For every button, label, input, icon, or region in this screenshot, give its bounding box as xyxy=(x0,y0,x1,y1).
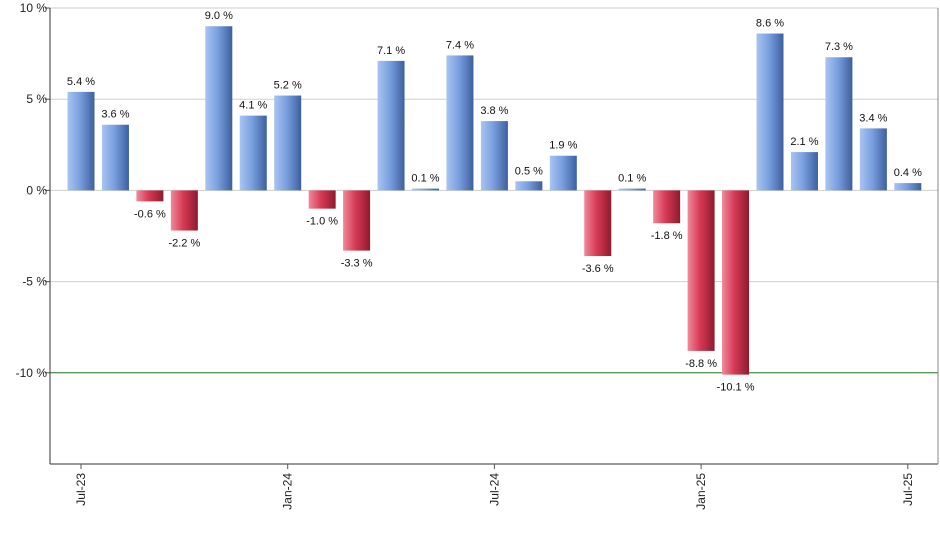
data-label: 0.5 % xyxy=(515,165,543,177)
data-label: -0.6 % xyxy=(134,208,166,220)
data-label: 0.1 % xyxy=(411,173,439,185)
data-label: 0.1 % xyxy=(618,173,646,185)
bar-oct-24 xyxy=(584,190,612,257)
data-label: 7.4 % xyxy=(446,39,474,51)
bar-jul-23 xyxy=(67,91,95,191)
bar-jan-25 xyxy=(687,190,715,351)
data-label: 9.0 % xyxy=(205,10,233,22)
bar-jun-24 xyxy=(446,55,474,191)
y-tick-label: 0 % xyxy=(26,183,47,197)
data-label: 5.2 % xyxy=(274,80,302,92)
bar-jun-25 xyxy=(859,128,887,191)
data-label: 3.4 % xyxy=(859,112,887,124)
bar-feb-25 xyxy=(722,190,750,375)
data-label: -3.3 % xyxy=(341,258,373,270)
data-label: -2.2 % xyxy=(168,238,200,250)
data-label: 2.1 % xyxy=(790,136,818,148)
x-tick-label: Jan-24 xyxy=(281,473,295,510)
y-tick-label: -10 % xyxy=(16,366,48,380)
bar-jul-24 xyxy=(480,121,508,191)
x-tick-label: Jul-24 xyxy=(487,473,501,506)
data-label: 7.3 % xyxy=(825,41,853,53)
data-label: -8.8 % xyxy=(685,358,717,370)
bar-sep-23 xyxy=(136,190,164,202)
bar-apr-25 xyxy=(790,152,818,191)
bar-dec-24 xyxy=(653,190,681,224)
data-label: -1.0 % xyxy=(306,216,338,228)
bar-may-24 xyxy=(412,188,439,191)
data-label: 3.8 % xyxy=(480,105,508,117)
bar-aug-24 xyxy=(515,181,543,191)
data-label: 7.1 % xyxy=(377,45,405,57)
bar-dec-23 xyxy=(239,115,267,191)
bar-sep-24 xyxy=(549,155,577,191)
x-tick-label: Jul-25 xyxy=(901,473,915,506)
data-label: -3.6 % xyxy=(582,263,614,275)
y-tick-label: -5 % xyxy=(22,275,47,289)
bar-feb-24 xyxy=(308,190,336,209)
bar-oct-23 xyxy=(170,190,198,231)
data-label: 4.1 % xyxy=(239,100,267,112)
data-label: 1.9 % xyxy=(549,140,577,152)
data-label: 0.4 % xyxy=(894,167,922,179)
bar-jul-25 xyxy=(894,183,922,191)
bar-mar-24 xyxy=(343,190,371,251)
data-label: 5.4 % xyxy=(67,76,95,88)
bar-jan-24 xyxy=(274,95,302,191)
bar-apr-24 xyxy=(377,60,405,191)
bar-mar-25 xyxy=(756,33,784,191)
bar-nov-24 xyxy=(618,188,646,191)
data-label: -10.1 % xyxy=(717,382,755,394)
bar-nov-23 xyxy=(205,26,233,191)
y-tick-label: 10 % xyxy=(20,1,48,15)
data-label: -1.8 % xyxy=(651,230,683,242)
bar-may-25 xyxy=(825,57,853,191)
data-label: 3.6 % xyxy=(101,109,129,121)
y-tick-label: 5 % xyxy=(26,92,47,106)
x-tick-label: Jul-23 xyxy=(74,473,88,506)
bar-aug-23 xyxy=(101,124,129,191)
data-label: 8.6 % xyxy=(756,18,784,30)
x-tick-label: Jan-25 xyxy=(694,473,708,510)
